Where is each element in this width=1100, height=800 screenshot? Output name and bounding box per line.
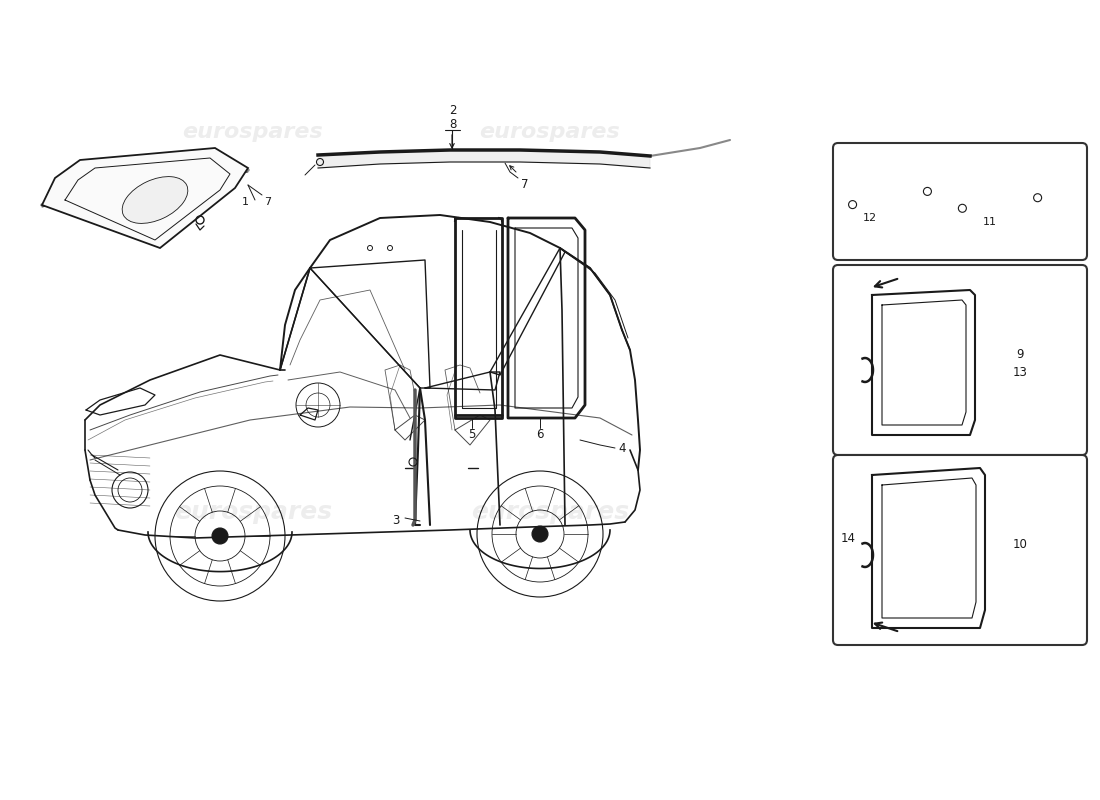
Text: 8: 8 [449, 118, 456, 130]
Circle shape [212, 528, 228, 544]
Text: eurospares: eurospares [174, 500, 332, 524]
FancyBboxPatch shape [833, 455, 1087, 645]
Circle shape [532, 526, 548, 542]
Text: 6: 6 [537, 429, 543, 442]
Text: 4: 4 [618, 442, 626, 454]
Text: eurospares: eurospares [911, 471, 1025, 489]
Text: 9: 9 [1016, 349, 1024, 362]
FancyBboxPatch shape [833, 143, 1087, 260]
Text: 2: 2 [449, 103, 456, 117]
Text: eurospares: eurospares [480, 122, 620, 142]
Polygon shape [318, 150, 650, 168]
Text: 3: 3 [393, 514, 399, 526]
Text: eurospares: eurospares [911, 295, 1025, 313]
Text: 10: 10 [1013, 538, 1027, 551]
Text: 7: 7 [264, 197, 272, 207]
Text: 5: 5 [469, 429, 475, 442]
Ellipse shape [122, 177, 188, 223]
Text: 7: 7 [521, 178, 529, 191]
Text: eurospares: eurospares [183, 122, 323, 142]
Text: eurospares: eurospares [471, 500, 629, 524]
Polygon shape [42, 148, 248, 248]
Text: 11: 11 [983, 217, 997, 227]
FancyBboxPatch shape [833, 265, 1087, 455]
Text: 1: 1 [242, 197, 249, 207]
Text: 13: 13 [1013, 366, 1027, 378]
Text: 12: 12 [862, 213, 877, 223]
Text: 14: 14 [840, 531, 856, 545]
